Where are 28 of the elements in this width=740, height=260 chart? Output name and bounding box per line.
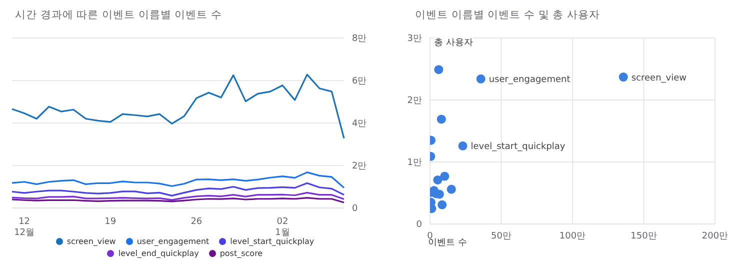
- y-tick-label: 2만: [407, 96, 422, 106]
- legend-label: level_end_quickplay: [118, 249, 199, 258]
- annotation: level_start_quickplay: [470, 142, 566, 152]
- legend-label: level_start_quickplay: [230, 237, 314, 246]
- y-tick-label: 4만: [352, 119, 367, 130]
- x-tick-label: 150만: [630, 231, 657, 242]
- y-axis-title: 총 사용자: [434, 36, 473, 49]
- annotation: screen_view: [631, 73, 687, 84]
- x-tick-label: 26: [190, 217, 202, 227]
- legend-label: screen_view: [66, 237, 116, 246]
- y-tick-label: 3만: [407, 34, 422, 44]
- y-tick-label: 8만: [352, 34, 367, 44]
- x-axis-title: 이벤트 수: [428, 238, 467, 249]
- x-tick-label: 200만: [702, 231, 728, 242]
- chart-title: 이벤트 이름별 이벤트 수 및 총 사용자: [415, 8, 600, 22]
- y-tick-label: 6만: [352, 76, 367, 87]
- x-tick-label: 12 12월: [14, 217, 35, 238]
- x-tick-label: 50만: [491, 231, 512, 242]
- chart-title: 시간 경과에 따른 이벤트 이름별 이벤트 수: [15, 8, 222, 22]
- legend-label: user_engagement: [136, 237, 210, 246]
- annotation: user_engagement: [488, 75, 571, 86]
- x-tick-label: 02 1월: [275, 217, 290, 238]
- legend-label: post_score: [220, 249, 263, 258]
- y-tick-label: 2만: [352, 162, 367, 172]
- x-tick-label: 19: [104, 217, 116, 227]
- x-tick-label: 100만: [559, 231, 586, 242]
- y-tick-label: 1만: [407, 158, 422, 168]
- y-tick-label: 0: [352, 204, 358, 214]
